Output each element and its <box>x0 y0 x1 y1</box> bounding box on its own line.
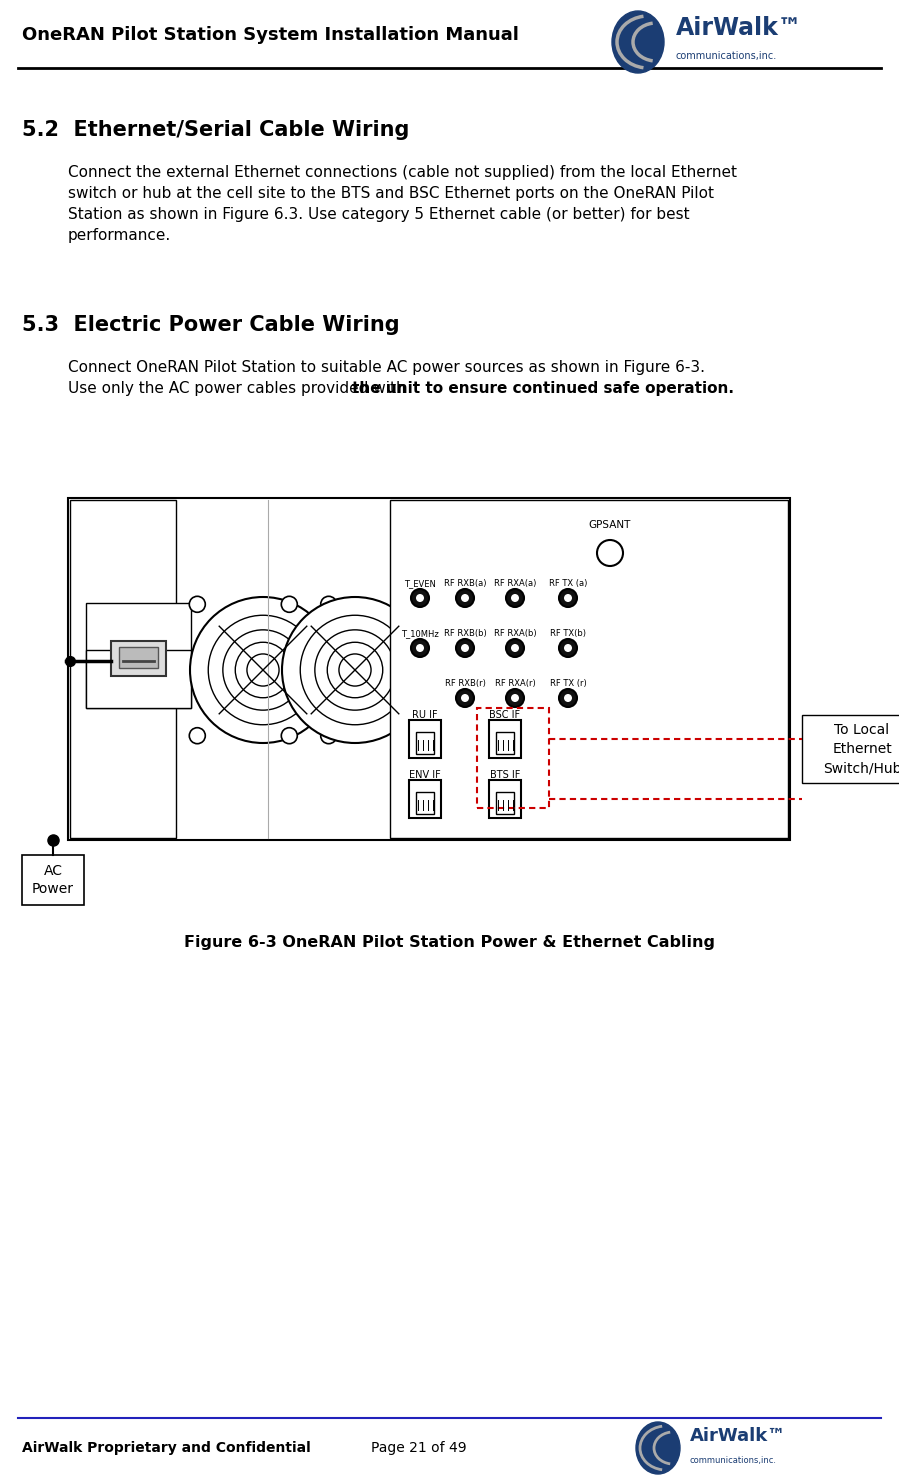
Circle shape <box>416 595 424 602</box>
Ellipse shape <box>612 10 664 73</box>
Text: ENV IF: ENV IF <box>409 770 441 780</box>
Text: 5.3  Electric Power Cable Wiring: 5.3 Electric Power Cable Wiring <box>22 314 400 335</box>
Bar <box>802 715 899 783</box>
Bar <box>477 707 549 808</box>
Bar <box>119 647 158 667</box>
Circle shape <box>456 690 474 707</box>
Circle shape <box>559 690 577 707</box>
Text: 5.2  Ethernet/Serial Cable Wiring: 5.2 Ethernet/Serial Cable Wiring <box>22 120 409 139</box>
Text: AirWalk™: AirWalk™ <box>676 16 803 40</box>
Text: T_10MHz: T_10MHz <box>401 629 439 638</box>
Circle shape <box>506 690 524 707</box>
Text: BTS IF: BTS IF <box>490 770 521 780</box>
Text: communications,inc.: communications,inc. <box>690 1455 777 1465</box>
Circle shape <box>456 639 474 657</box>
Text: T_EVEN: T_EVEN <box>404 578 436 587</box>
Circle shape <box>461 595 469 602</box>
Text: RU IF: RU IF <box>412 710 438 721</box>
Circle shape <box>564 595 572 602</box>
Text: communications,inc.: communications,inc. <box>676 50 778 61</box>
Bar <box>416 792 434 814</box>
Text: RF RXA(a): RF RXA(a) <box>494 578 536 587</box>
Text: OneRAN Pilot Station System Installation Manual: OneRAN Pilot Station System Installation… <box>22 27 519 44</box>
Text: Connect the external Ethernet connections (cable not supplied) from the local Et: Connect the external Ethernet connection… <box>68 165 737 179</box>
Bar <box>416 733 434 753</box>
Text: AirWalk Proprietary and Confidential: AirWalk Proprietary and Confidential <box>22 1441 311 1455</box>
Circle shape <box>511 644 519 653</box>
Circle shape <box>456 589 474 607</box>
Circle shape <box>511 595 519 602</box>
Text: the unit to ensure continued safe operation.: the unit to ensure continued safe operat… <box>352 381 734 396</box>
Text: RF RXA(r): RF RXA(r) <box>494 679 536 688</box>
Text: Connect OneRAN Pilot Station to suitable AC power sources as shown in Figure 6-3: Connect OneRAN Pilot Station to suitable… <box>68 360 705 375</box>
Text: Figure 6-3 OneRAN Pilot Station Power & Ethernet Cabling: Figure 6-3 OneRAN Pilot Station Power & … <box>183 934 715 951</box>
Circle shape <box>564 644 572 653</box>
Text: RF TX(b): RF TX(b) <box>550 629 586 638</box>
Text: GPSANT: GPSANT <box>589 521 631 529</box>
Text: Page 21 of 49: Page 21 of 49 <box>371 1441 467 1455</box>
Circle shape <box>281 596 298 612</box>
Bar <box>496 733 514 753</box>
Text: BSC IF: BSC IF <box>489 710 521 721</box>
Circle shape <box>597 540 623 567</box>
Text: RF TX (r): RF TX (r) <box>549 679 586 688</box>
Bar <box>390 500 788 838</box>
Text: Station as shown in Figure 6.3. Use category 5 Ethernet cable (or better) for be: Station as shown in Figure 6.3. Use cate… <box>68 208 690 222</box>
Circle shape <box>506 589 524 607</box>
Bar <box>68 498 790 839</box>
Circle shape <box>416 644 424 653</box>
Bar <box>496 792 514 814</box>
Text: RF RXB(a): RF RXB(a) <box>444 578 486 587</box>
Text: performance.: performance. <box>68 228 171 243</box>
Bar <box>86 604 191 707</box>
Text: RF RXA(b): RF RXA(b) <box>494 629 537 638</box>
Bar <box>86 650 191 707</box>
Text: RF RXB(b): RF RXB(b) <box>443 629 486 638</box>
Text: AC
Power: AC Power <box>32 865 74 896</box>
Bar <box>409 780 441 819</box>
Circle shape <box>190 598 336 743</box>
Circle shape <box>511 694 519 701</box>
Circle shape <box>559 589 577 607</box>
Circle shape <box>321 596 337 612</box>
Circle shape <box>413 728 429 743</box>
Circle shape <box>190 728 205 743</box>
Bar <box>111 641 166 676</box>
Ellipse shape <box>636 1422 680 1474</box>
Circle shape <box>190 596 205 612</box>
Text: AirWalk™: AirWalk™ <box>690 1427 787 1444</box>
Circle shape <box>281 728 298 743</box>
Circle shape <box>413 596 429 612</box>
Circle shape <box>411 589 429 607</box>
Circle shape <box>559 639 577 657</box>
Circle shape <box>564 694 572 701</box>
Text: switch or hub at the cell site to the BTS and BSC Ethernet ports on the OneRAN P: switch or hub at the cell site to the BT… <box>68 185 714 202</box>
Text: Use only the AC power cables provided with: Use only the AC power cables provided wi… <box>68 381 411 396</box>
Bar <box>22 856 84 905</box>
Bar <box>489 780 521 819</box>
Circle shape <box>282 598 428 743</box>
Text: RF RXB(r): RF RXB(r) <box>445 679 485 688</box>
Text: To Local
Ethernet
Switch/Hub: To Local Ethernet Switch/Hub <box>823 722 899 776</box>
Circle shape <box>411 639 429 657</box>
Circle shape <box>506 639 524 657</box>
Bar <box>409 721 441 758</box>
Circle shape <box>461 644 469 653</box>
Circle shape <box>321 728 337 743</box>
Text: RF TX (a): RF TX (a) <box>548 578 587 587</box>
Bar <box>489 721 521 758</box>
Bar <box>70 500 176 838</box>
Circle shape <box>461 694 469 701</box>
